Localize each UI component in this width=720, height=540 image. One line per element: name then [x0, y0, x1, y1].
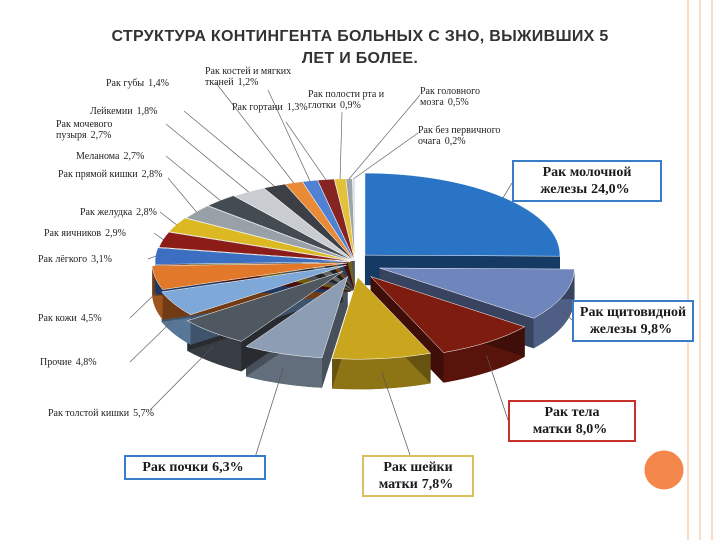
category-label: Рак молочной железы	[540, 165, 632, 197]
slice-label: Рак губы 1,4%	[106, 78, 216, 89]
pie-slice	[331, 276, 432, 360]
leader-line	[159, 211, 177, 226]
pie-slice	[364, 172, 561, 257]
slice-label: Рак без первичного очага 0,2%	[418, 125, 533, 147]
value-label: 7,8%	[421, 477, 454, 492]
value-label: 4,5%	[80, 313, 102, 324]
pie-slice	[186, 271, 344, 342]
value-label: 0,9%	[340, 100, 361, 111]
category-label: Рак кожи	[38, 313, 77, 324]
value-label: 4,8%	[75, 357, 97, 368]
category-label: Рак почки	[142, 460, 209, 475]
pie-slice	[379, 267, 575, 319]
category-label: Рак головного мозга	[420, 86, 480, 108]
category-label: Рак костей и мягких тканей	[205, 66, 292, 88]
slice-label: Рак шейки матки 7,8%	[362, 455, 474, 497]
value-label: 1,8%	[136, 106, 158, 117]
decor-circle	[641, 447, 687, 493]
leader-line	[339, 111, 343, 179]
value-label: 3,1%	[91, 254, 112, 265]
slice-label: Рак почки 6,3%	[124, 455, 266, 480]
slice-label: Рак желудка 2,8%	[80, 207, 190, 218]
category-label: Рак шейки матки	[378, 460, 453, 492]
slice-label: Рак полости рта и глотки 0,9%	[308, 89, 408, 111]
value-label: 5,7%	[133, 408, 154, 419]
leader-line	[285, 121, 327, 180]
slice-side	[332, 353, 431, 390]
category-label: Рак гортани	[232, 102, 283, 113]
slice-label: Рак лёгкого 3,1%	[38, 254, 148, 265]
value-label: 9,8%	[640, 322, 673, 337]
category-label: Рак губы	[106, 78, 145, 89]
value-label: 1,4%	[148, 78, 169, 89]
pie-slice	[151, 262, 348, 290]
slice-side	[533, 269, 575, 349]
value-label: 0,2%	[444, 136, 466, 147]
leader-line	[165, 155, 221, 201]
slice-label: Меланома 2,7%	[76, 151, 176, 162]
value-label: 1,2%	[237, 77, 259, 88]
value-label: 24,0%	[591, 182, 630, 197]
leader-line	[502, 182, 513, 199]
leader-line	[167, 177, 197, 213]
category-label: Рак мочевого пузыря	[56, 119, 113, 141]
value-label: 1,3%	[286, 102, 308, 113]
slice-label: Рак кожи 4,5%	[38, 313, 138, 324]
leader-line	[165, 123, 249, 193]
category-label: Рак щитовидной железы	[579, 305, 687, 337]
category-label: Рак яичников	[44, 228, 102, 239]
leader-line	[147, 255, 157, 260]
value-label: 0,5%	[447, 97, 469, 108]
category-label: Рак лёгкого	[38, 254, 88, 265]
category-label: Меланома	[76, 151, 120, 162]
slice-label: Прочие 4,8%	[40, 357, 130, 368]
category-label: Прочие	[40, 357, 72, 368]
leader-line	[353, 132, 419, 180]
pie-slice	[161, 265, 347, 315]
slice-label: Рак толстой кишки 5,7%	[48, 408, 178, 419]
leader-line	[129, 292, 157, 319]
slice-label: Рак гортани 1,3%	[232, 102, 312, 113]
value-label: 2,8%	[141, 169, 163, 180]
value-label: 8,0%	[575, 422, 608, 437]
leader-line	[267, 89, 311, 182]
leader-line	[560, 309, 573, 321]
category-label: Рак толстой кишки	[48, 408, 130, 419]
value-label: 2,8%	[136, 207, 158, 218]
leader-line	[129, 318, 176, 363]
category-label: Рак желудка	[80, 207, 133, 218]
value-label: 2,7%	[123, 151, 145, 162]
leader-line	[215, 82, 294, 184]
slice-label: Рак прямой кишки 2,8%	[58, 169, 168, 180]
category-label: Лейкемии	[90, 106, 133, 117]
slice-label: Рак мочевого пузыря 2,7%	[56, 119, 166, 141]
pie-slice	[245, 275, 349, 359]
leader-line	[153, 232, 164, 240]
leader-line	[486, 355, 509, 421]
slice-label: Рак яичников 2,9%	[44, 228, 154, 239]
leader-line	[251, 367, 284, 468]
slice-label: Рак щитовидной железы 9,8%	[572, 300, 694, 342]
slice-label: Рак молочной железы 24,0%	[512, 160, 662, 202]
value-label: 2,7%	[90, 130, 112, 141]
slice-label: Рак тела матки 8,0%	[508, 400, 636, 442]
slice-label: Рак костей и мягких тканей 1,2%	[205, 66, 325, 88]
value-label: 6,3%	[212, 460, 244, 475]
leader-line	[381, 371, 411, 456]
category-label: Рак полости рта и глотки	[308, 89, 385, 111]
leader-line	[183, 110, 275, 187]
leader-line	[348, 94, 421, 180]
pie-slice	[370, 276, 526, 353]
slice-label: Рак головного мозга 0,5%	[420, 86, 530, 108]
chart-title: СТРУКТУРА КОНТИНГЕНТА БОЛЬНЫХ С ЗНО, ВЫЖ…	[111, 28, 609, 67]
leader-line	[149, 345, 214, 411]
category-label: Рак тела матки	[532, 405, 600, 437]
category-label: Рак прямой кишки	[58, 169, 138, 180]
category-label: Рак без первичного очага	[418, 125, 501, 147]
slice-label: Лейкемии 1,8%	[90, 106, 190, 117]
value-label: 2,9%	[105, 228, 126, 239]
